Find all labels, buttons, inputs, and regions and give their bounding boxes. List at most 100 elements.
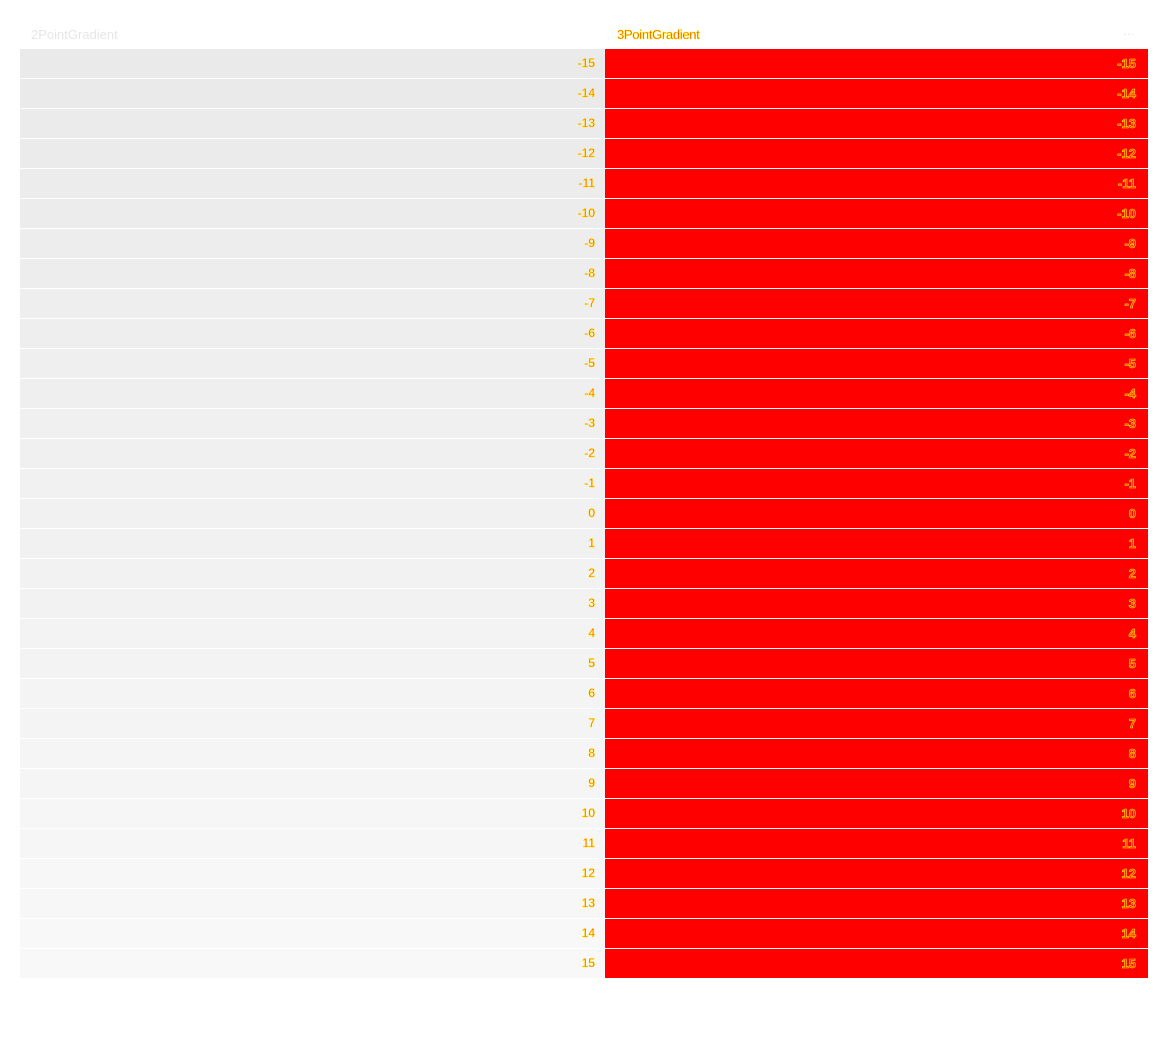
- cell-3pointgradient: 5: [605, 649, 1148, 678]
- cell-3pointgradient-value: -13: [1117, 116, 1136, 132]
- cell-2pointgradient: 4: [20, 619, 605, 648]
- table-row[interactable]: -3 -3: [20, 408, 1150, 438]
- row-edge-divider: [1148, 559, 1150, 588]
- row-edge-divider: [1148, 229, 1150, 258]
- table-row[interactable]: -12 -12: [20, 138, 1150, 168]
- cell-3pointgradient: 7: [605, 709, 1148, 738]
- cell-2pointgradient: -15: [20, 49, 605, 78]
- row-edge-divider: [1148, 859, 1150, 888]
- table-row[interactable]: 14 14: [20, 918, 1150, 948]
- cell-3pointgradient-value: -8: [1124, 266, 1136, 282]
- table-row[interactable]: -15 -15: [20, 48, 1150, 78]
- cell-3pointgradient: -9: [605, 229, 1148, 258]
- row-edge-divider: [1148, 709, 1150, 738]
- table-row[interactable]: -11 -11: [20, 168, 1150, 198]
- cell-3pointgradient: -4: [605, 379, 1148, 408]
- cell-3pointgradient: 6: [605, 679, 1148, 708]
- row-edge-divider: [1148, 589, 1150, 618]
- cell-3pointgradient-value: -15: [1117, 56, 1136, 72]
- cell-2pointgradient: -10: [20, 199, 605, 228]
- row-edge-divider: [1148, 169, 1150, 198]
- cell-2pointgradient: -11: [20, 169, 605, 198]
- cell-3pointgradient-value: 3: [1128, 596, 1136, 612]
- cell-3pointgradient: -15: [605, 49, 1148, 78]
- table-row[interactable]: 15 15: [20, 948, 1150, 978]
- cell-3pointgradient: -8: [605, 259, 1148, 288]
- row-edge-divider: [1148, 259, 1150, 288]
- table-row[interactable]: -8 -8: [20, 258, 1150, 288]
- cell-3pointgradient: -1: [605, 469, 1148, 498]
- table-body: -15 -15 -14 -14 -13 -13 -12 -12 -11 -11 -10 -10 -9 -9…: [20, 48, 1150, 978]
- cell-3pointgradient: 9: [605, 769, 1148, 798]
- cell-2pointgradient: 5: [20, 649, 605, 678]
- table-row[interactable]: -1 -1: [20, 468, 1150, 498]
- table-row[interactable]: 10 10: [20, 798, 1150, 828]
- cell-2pointgradient: 3: [20, 589, 605, 618]
- table-row[interactable]: -10 -10: [20, 198, 1150, 228]
- row-edge-divider: [1148, 679, 1150, 708]
- table-row[interactable]: -2 -2: [20, 438, 1150, 468]
- cell-2pointgradient: -1: [20, 469, 605, 498]
- cell-3pointgradient: -2: [605, 439, 1148, 468]
- cell-3pointgradient: -6: [605, 319, 1148, 348]
- cell-3pointgradient-value: -9: [1124, 236, 1136, 252]
- cell-3pointgradient-value: -7: [1124, 296, 1136, 312]
- cell-2pointgradient: 11: [20, 829, 605, 858]
- table-row[interactable]: -5 -5: [20, 348, 1150, 378]
- table-row[interactable]: -7 -7: [20, 288, 1150, 318]
- table-row[interactable]: 12 12: [20, 858, 1150, 888]
- row-edge-divider: [1148, 529, 1150, 558]
- table-row[interactable]: -13 -13: [20, 108, 1150, 138]
- cell-3pointgradient-value: -12: [1117, 146, 1136, 162]
- cell-3pointgradient-value: 8: [1128, 746, 1136, 762]
- table-row[interactable]: -9 -9: [20, 228, 1150, 258]
- cell-3pointgradient-value: -4: [1124, 386, 1136, 402]
- table-row[interactable]: -4 -4: [20, 378, 1150, 408]
- cell-3pointgradient-value: -5: [1124, 356, 1136, 372]
- cell-3pointgradient-value: 14: [1121, 926, 1136, 942]
- table-row[interactable]: 13 13: [20, 888, 1150, 918]
- cell-2pointgradient: -8: [20, 259, 605, 288]
- cell-3pointgradient-value: -14: [1117, 86, 1136, 102]
- cell-3pointgradient: -3: [605, 409, 1148, 438]
- cell-3pointgradient-value: -2: [1124, 446, 1136, 462]
- cell-2pointgradient: -2: [20, 439, 605, 468]
- cell-3pointgradient-value: 12: [1121, 866, 1136, 882]
- cell-3pointgradient-value: -11: [1117, 176, 1137, 192]
- cell-3pointgradient-value: 4: [1128, 626, 1136, 642]
- row-edge-divider: [1148, 79, 1150, 108]
- table-row[interactable]: -6 -6: [20, 318, 1150, 348]
- cell-3pointgradient: 1: [605, 529, 1148, 558]
- data-table: 2PointGradient 3PointGradient … -15 -15 -1…: [20, 20, 1150, 978]
- more-options-icon[interactable]: …: [1123, 24, 1136, 38]
- cell-3pointgradient: 13: [605, 889, 1148, 918]
- row-edge-divider: [1148, 289, 1150, 318]
- cell-2pointgradient: -5: [20, 349, 605, 378]
- table-row[interactable]: -14 -14: [20, 78, 1150, 108]
- column-header-3pointgradient[interactable]: 3PointGradient: [617, 26, 700, 42]
- row-edge-divider: [1148, 649, 1150, 678]
- table-row[interactable]: 11 11: [20, 828, 1150, 858]
- cell-2pointgradient: 14: [20, 919, 605, 948]
- cell-3pointgradient-value: -1: [1124, 476, 1136, 492]
- cell-3pointgradient-value: 7: [1128, 716, 1136, 732]
- row-edge-divider: [1148, 379, 1150, 408]
- cell-3pointgradient-value: 0: [1128, 506, 1136, 522]
- cell-3pointgradient-value: 1: [1128, 536, 1136, 552]
- cell-2pointgradient: 8: [20, 739, 605, 768]
- cell-3pointgradient: -14: [605, 79, 1148, 108]
- cell-3pointgradient: -10: [605, 199, 1148, 228]
- row-edge-divider: [1148, 799, 1150, 828]
- column-header-2pointgradient[interactable]: 2PointGradient: [31, 26, 118, 42]
- cell-3pointgradient: 15: [605, 949, 1148, 978]
